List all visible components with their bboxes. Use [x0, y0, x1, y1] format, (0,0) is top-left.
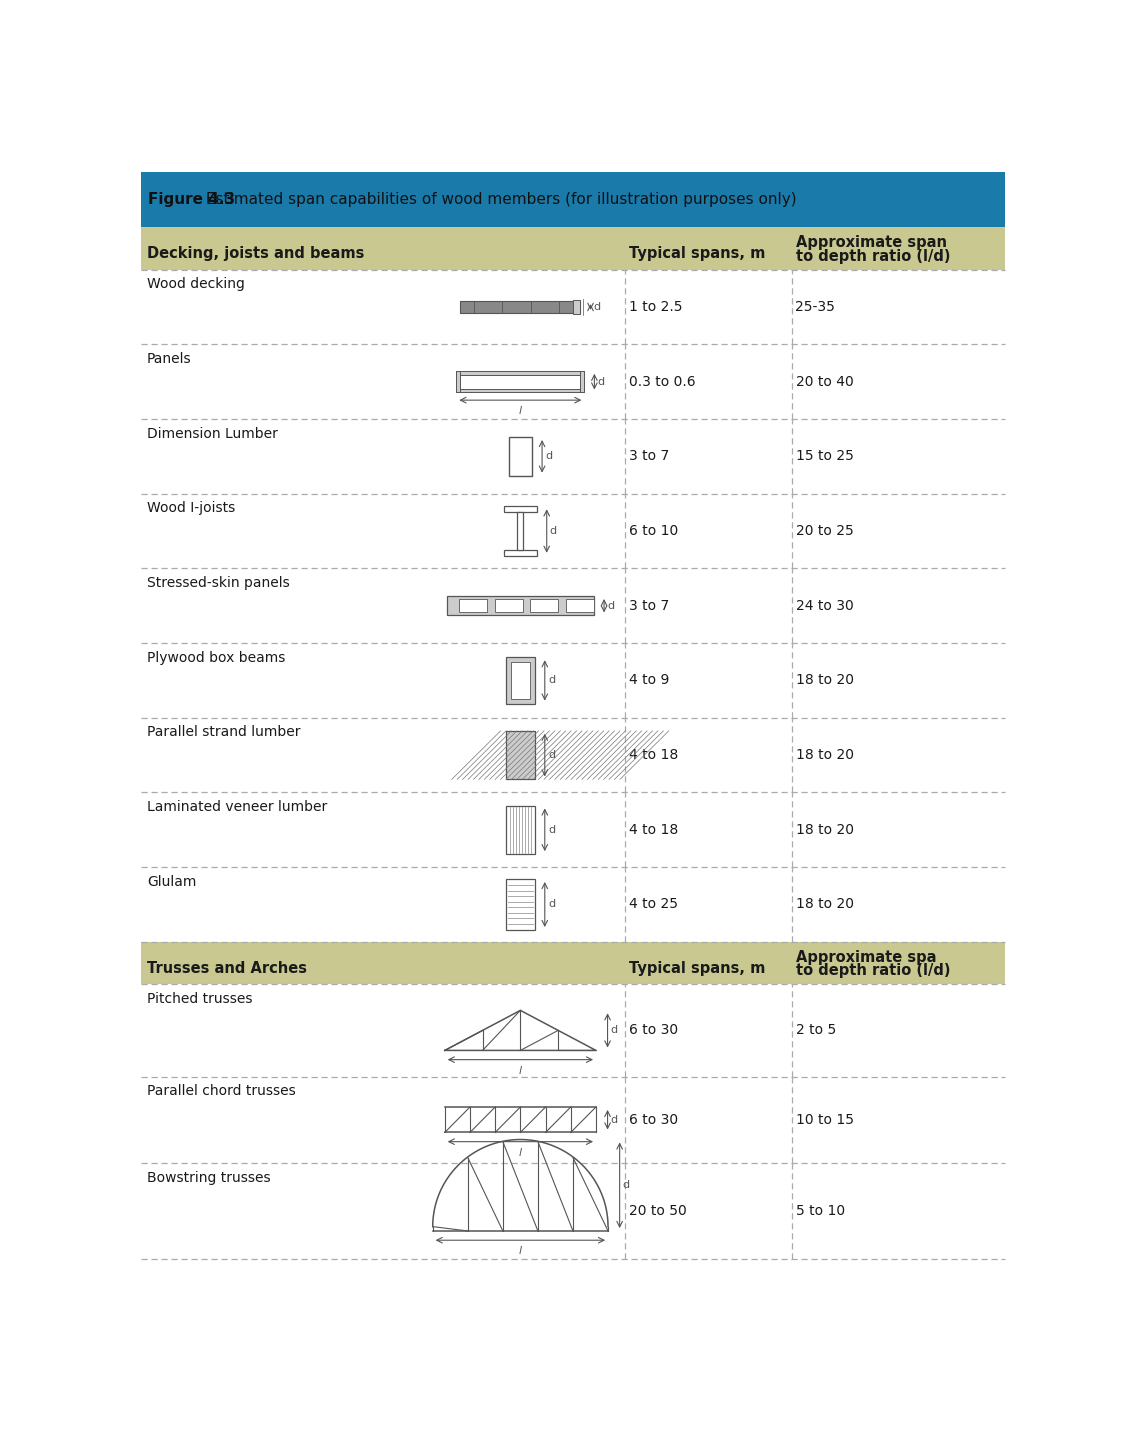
Text: 2 to 5: 2 to 5 — [795, 1024, 836, 1037]
Text: l: l — [519, 1148, 522, 1158]
Bar — [506, 879, 534, 929]
Bar — [447, 596, 594, 616]
Text: to depth ratio (l/d): to depth ratio (l/d) — [795, 249, 950, 263]
Bar — [141, 942, 1005, 984]
Text: 20 to 40: 20 to 40 — [795, 375, 853, 388]
Bar — [141, 792, 1005, 868]
Text: 6 to 30: 6 to 30 — [629, 1113, 678, 1127]
Bar — [457, 371, 584, 375]
Text: d: d — [623, 1180, 630, 1190]
Text: Typical spans, m: Typical spans, m — [629, 961, 765, 975]
Text: d: d — [548, 825, 555, 835]
Text: 3 to 7: 3 to 7 — [629, 450, 669, 464]
Bar — [460, 301, 580, 312]
Bar — [580, 371, 584, 392]
Text: 20 to 50: 20 to 50 — [629, 1204, 686, 1219]
Text: Estimated span capabilities of wood members (for illustration purposes only): Estimated span capabilities of wood memb… — [201, 192, 796, 208]
Text: d: d — [608, 601, 614, 610]
Text: 10 to 15: 10 to 15 — [795, 1113, 854, 1127]
Text: 18 to 20: 18 to 20 — [795, 898, 854, 912]
Bar — [506, 806, 534, 853]
Bar — [495, 599, 523, 613]
Text: to depth ratio (l/d): to depth ratio (l/d) — [795, 964, 950, 978]
Text: Plywood box beams: Plywood box beams — [147, 650, 286, 664]
Text: Dimension Lumber: Dimension Lumber — [147, 427, 278, 441]
Text: 6 to 10: 6 to 10 — [629, 524, 678, 538]
Bar — [141, 569, 1005, 643]
Bar — [573, 299, 580, 314]
Bar — [511, 662, 530, 699]
Bar — [141, 228, 1005, 269]
Text: d: d — [546, 451, 552, 461]
Text: d: d — [594, 302, 601, 312]
Bar — [141, 420, 1005, 494]
Bar — [506, 730, 534, 779]
Text: 0.3 to 0.6: 0.3 to 0.6 — [629, 375, 695, 388]
Bar — [141, 172, 1005, 228]
Text: d: d — [611, 1114, 618, 1124]
Text: Decking, joists and beams: Decking, joists and beams — [147, 246, 364, 261]
Bar — [457, 388, 584, 392]
Bar — [531, 599, 558, 613]
Bar — [141, 868, 1005, 942]
Text: 6 to 30: 6 to 30 — [629, 1024, 678, 1037]
Text: Figure 4.3: Figure 4.3 — [148, 192, 235, 208]
Bar — [508, 437, 532, 475]
Text: 18 to 20: 18 to 20 — [795, 748, 854, 762]
Bar — [457, 371, 460, 392]
Text: 4 to 9: 4 to 9 — [629, 673, 669, 687]
Text: Approximate spa: Approximate spa — [795, 949, 936, 965]
Text: 1 to 2.5: 1 to 2.5 — [629, 299, 683, 314]
Text: Wood decking: Wood decking — [147, 278, 245, 291]
Text: l: l — [519, 407, 522, 417]
Text: Panels: Panels — [147, 352, 191, 367]
Text: Parallel strand lumber: Parallel strand lumber — [147, 726, 300, 739]
Text: Typical spans, m: Typical spans, m — [629, 246, 765, 261]
Text: 4 to 25: 4 to 25 — [629, 898, 678, 912]
Text: 18 to 20: 18 to 20 — [795, 673, 854, 687]
Text: 15 to 25: 15 to 25 — [795, 450, 854, 464]
Bar — [459, 599, 487, 613]
Text: 24 to 30: 24 to 30 — [795, 599, 853, 613]
Bar — [506, 657, 534, 703]
Bar — [504, 550, 537, 556]
Text: 18 to 20: 18 to 20 — [795, 823, 854, 836]
Text: Parallel chord trusses: Parallel chord trusses — [147, 1084, 296, 1098]
Bar — [566, 599, 594, 613]
Text: l: l — [519, 1065, 522, 1075]
Bar — [141, 1163, 1005, 1259]
Text: Trusses and Arches: Trusses and Arches — [147, 961, 307, 975]
Bar — [141, 717, 1005, 792]
Text: 3 to 7: 3 to 7 — [629, 599, 669, 613]
Text: Laminated veneer lumber: Laminated veneer lumber — [147, 800, 327, 815]
Text: Pitched trusses: Pitched trusses — [147, 992, 252, 1005]
Bar — [141, 984, 1005, 1077]
Text: 20 to 25: 20 to 25 — [795, 524, 853, 538]
Text: Bowstring trusses: Bowstring trusses — [147, 1170, 270, 1184]
Text: d: d — [548, 676, 555, 686]
Bar — [518, 511, 523, 550]
Text: Wood I-joists: Wood I-joists — [147, 501, 235, 516]
Bar — [141, 643, 1005, 717]
Text: d: d — [611, 1025, 618, 1035]
Bar — [141, 494, 1005, 569]
Text: d: d — [597, 377, 604, 387]
Bar — [141, 344, 1005, 420]
Text: d: d — [548, 899, 555, 909]
Text: 4 to 18: 4 to 18 — [629, 748, 678, 762]
Text: 25-35: 25-35 — [795, 299, 836, 314]
Bar — [504, 507, 537, 511]
Text: Approximate span: Approximate span — [795, 235, 946, 251]
Text: 5 to 10: 5 to 10 — [795, 1204, 845, 1219]
Text: Glulam: Glulam — [147, 875, 196, 889]
Text: l: l — [519, 1246, 522, 1256]
Bar — [141, 269, 1005, 344]
Text: d: d — [550, 526, 557, 536]
Text: 4 to 18: 4 to 18 — [629, 823, 678, 836]
Text: d: d — [548, 750, 555, 760]
Bar — [141, 1077, 1005, 1163]
Text: Stressed-skin panels: Stressed-skin panels — [147, 576, 289, 590]
